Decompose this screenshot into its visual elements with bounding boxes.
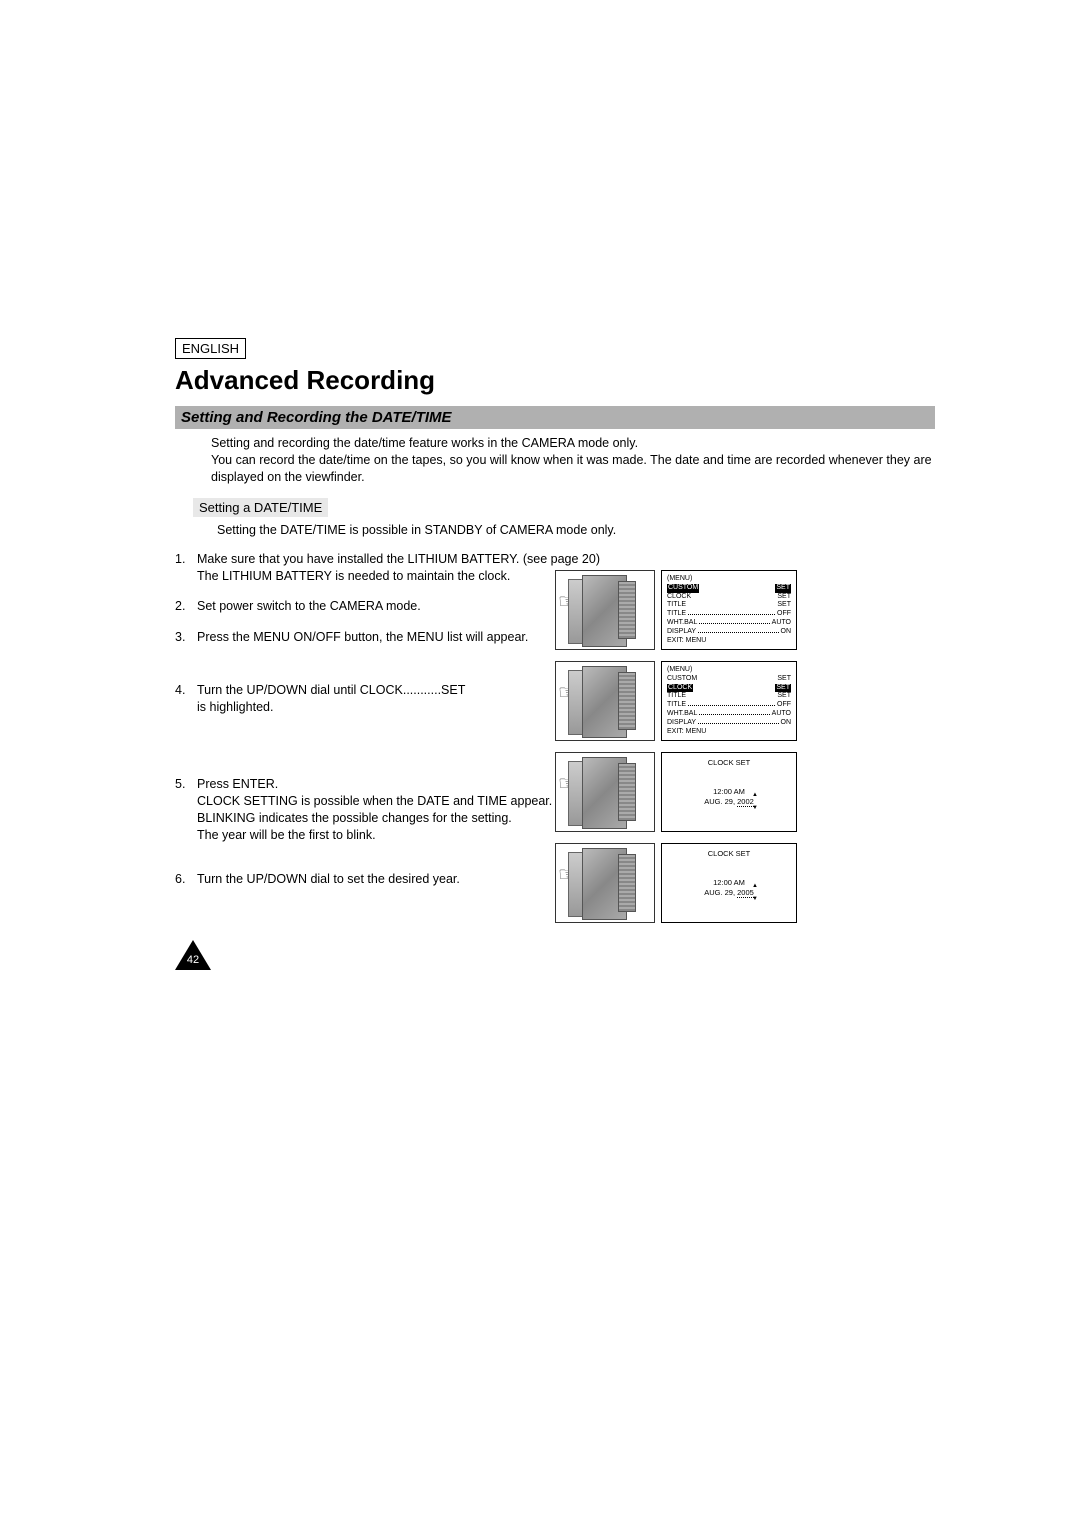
section-heading: Setting and Recording the DATE/TIME [175, 406, 935, 429]
step-5: 5. Press ENTER. CLOCK SETTING is possibl… [175, 776, 555, 844]
up-arrow-icon: ▲ [752, 883, 758, 889]
step-3: 3. Press the MENU ON/OFF button, the MEN… [175, 629, 555, 646]
figure-row-2: ☞ (MENU) CUSTOMSET CLOCKSET TITLESET TIT… [555, 661, 937, 746]
figure-row-1: ☞ (MENU) CUSTOMSET CLOCKSET TITLESET TIT… [555, 570, 937, 655]
figure-column: ☞ (MENU) CUSTOMSET CLOCKSET TITLESET TIT… [555, 570, 937, 934]
page-number: 42 [175, 954, 211, 966]
camcorder-illustration: ☞ [555, 661, 655, 741]
language-label: ENGLISH [175, 338, 246, 359]
clock-set-screen-2: CLOCK SET 12:00 AM AUG. 29, 2005 ▲ ▼ [661, 843, 797, 923]
menu-screen-1: (MENU) CUSTOMSET CLOCKSET TITLESET TITLE… [661, 570, 797, 650]
figure-row-3: ☞ CLOCK SET 12:00 AM AUG. 29, 2002 ▲ ▼ [555, 752, 937, 837]
step-4: 4. Turn the UP/DOWN dial until CLOCK....… [175, 682, 555, 716]
page-title: Advanced Recording [175, 365, 935, 396]
up-arrow-icon: ▲ [752, 792, 758, 798]
camcorder-illustration: ☞ [555, 843, 655, 923]
clock-set-screen-1: CLOCK SET 12:00 AM AUG. 29, 2002 ▲ ▼ [661, 752, 797, 832]
subsection-heading: Setting a DATE/TIME [193, 498, 328, 517]
down-arrow-icon: ▼ [752, 805, 758, 811]
camcorder-illustration: ☞ [555, 570, 655, 650]
intro-paragraph: Setting and recording the date/time feat… [211, 435, 935, 486]
figure-row-4: ☞ CLOCK SET 12:00 AM AUG. 29, 2005 ▲ ▼ [555, 843, 937, 928]
down-arrow-icon: ▼ [752, 896, 758, 902]
subsection-note: Setting the DATE/TIME is possible in STA… [217, 523, 935, 537]
step-6: 6. Turn the UP/DOWN dial to set the desi… [175, 871, 555, 888]
camcorder-illustration: ☞ [555, 752, 655, 832]
menu-screen-2: (MENU) CUSTOMSET CLOCKSET TITLESET TITLE… [661, 661, 797, 741]
